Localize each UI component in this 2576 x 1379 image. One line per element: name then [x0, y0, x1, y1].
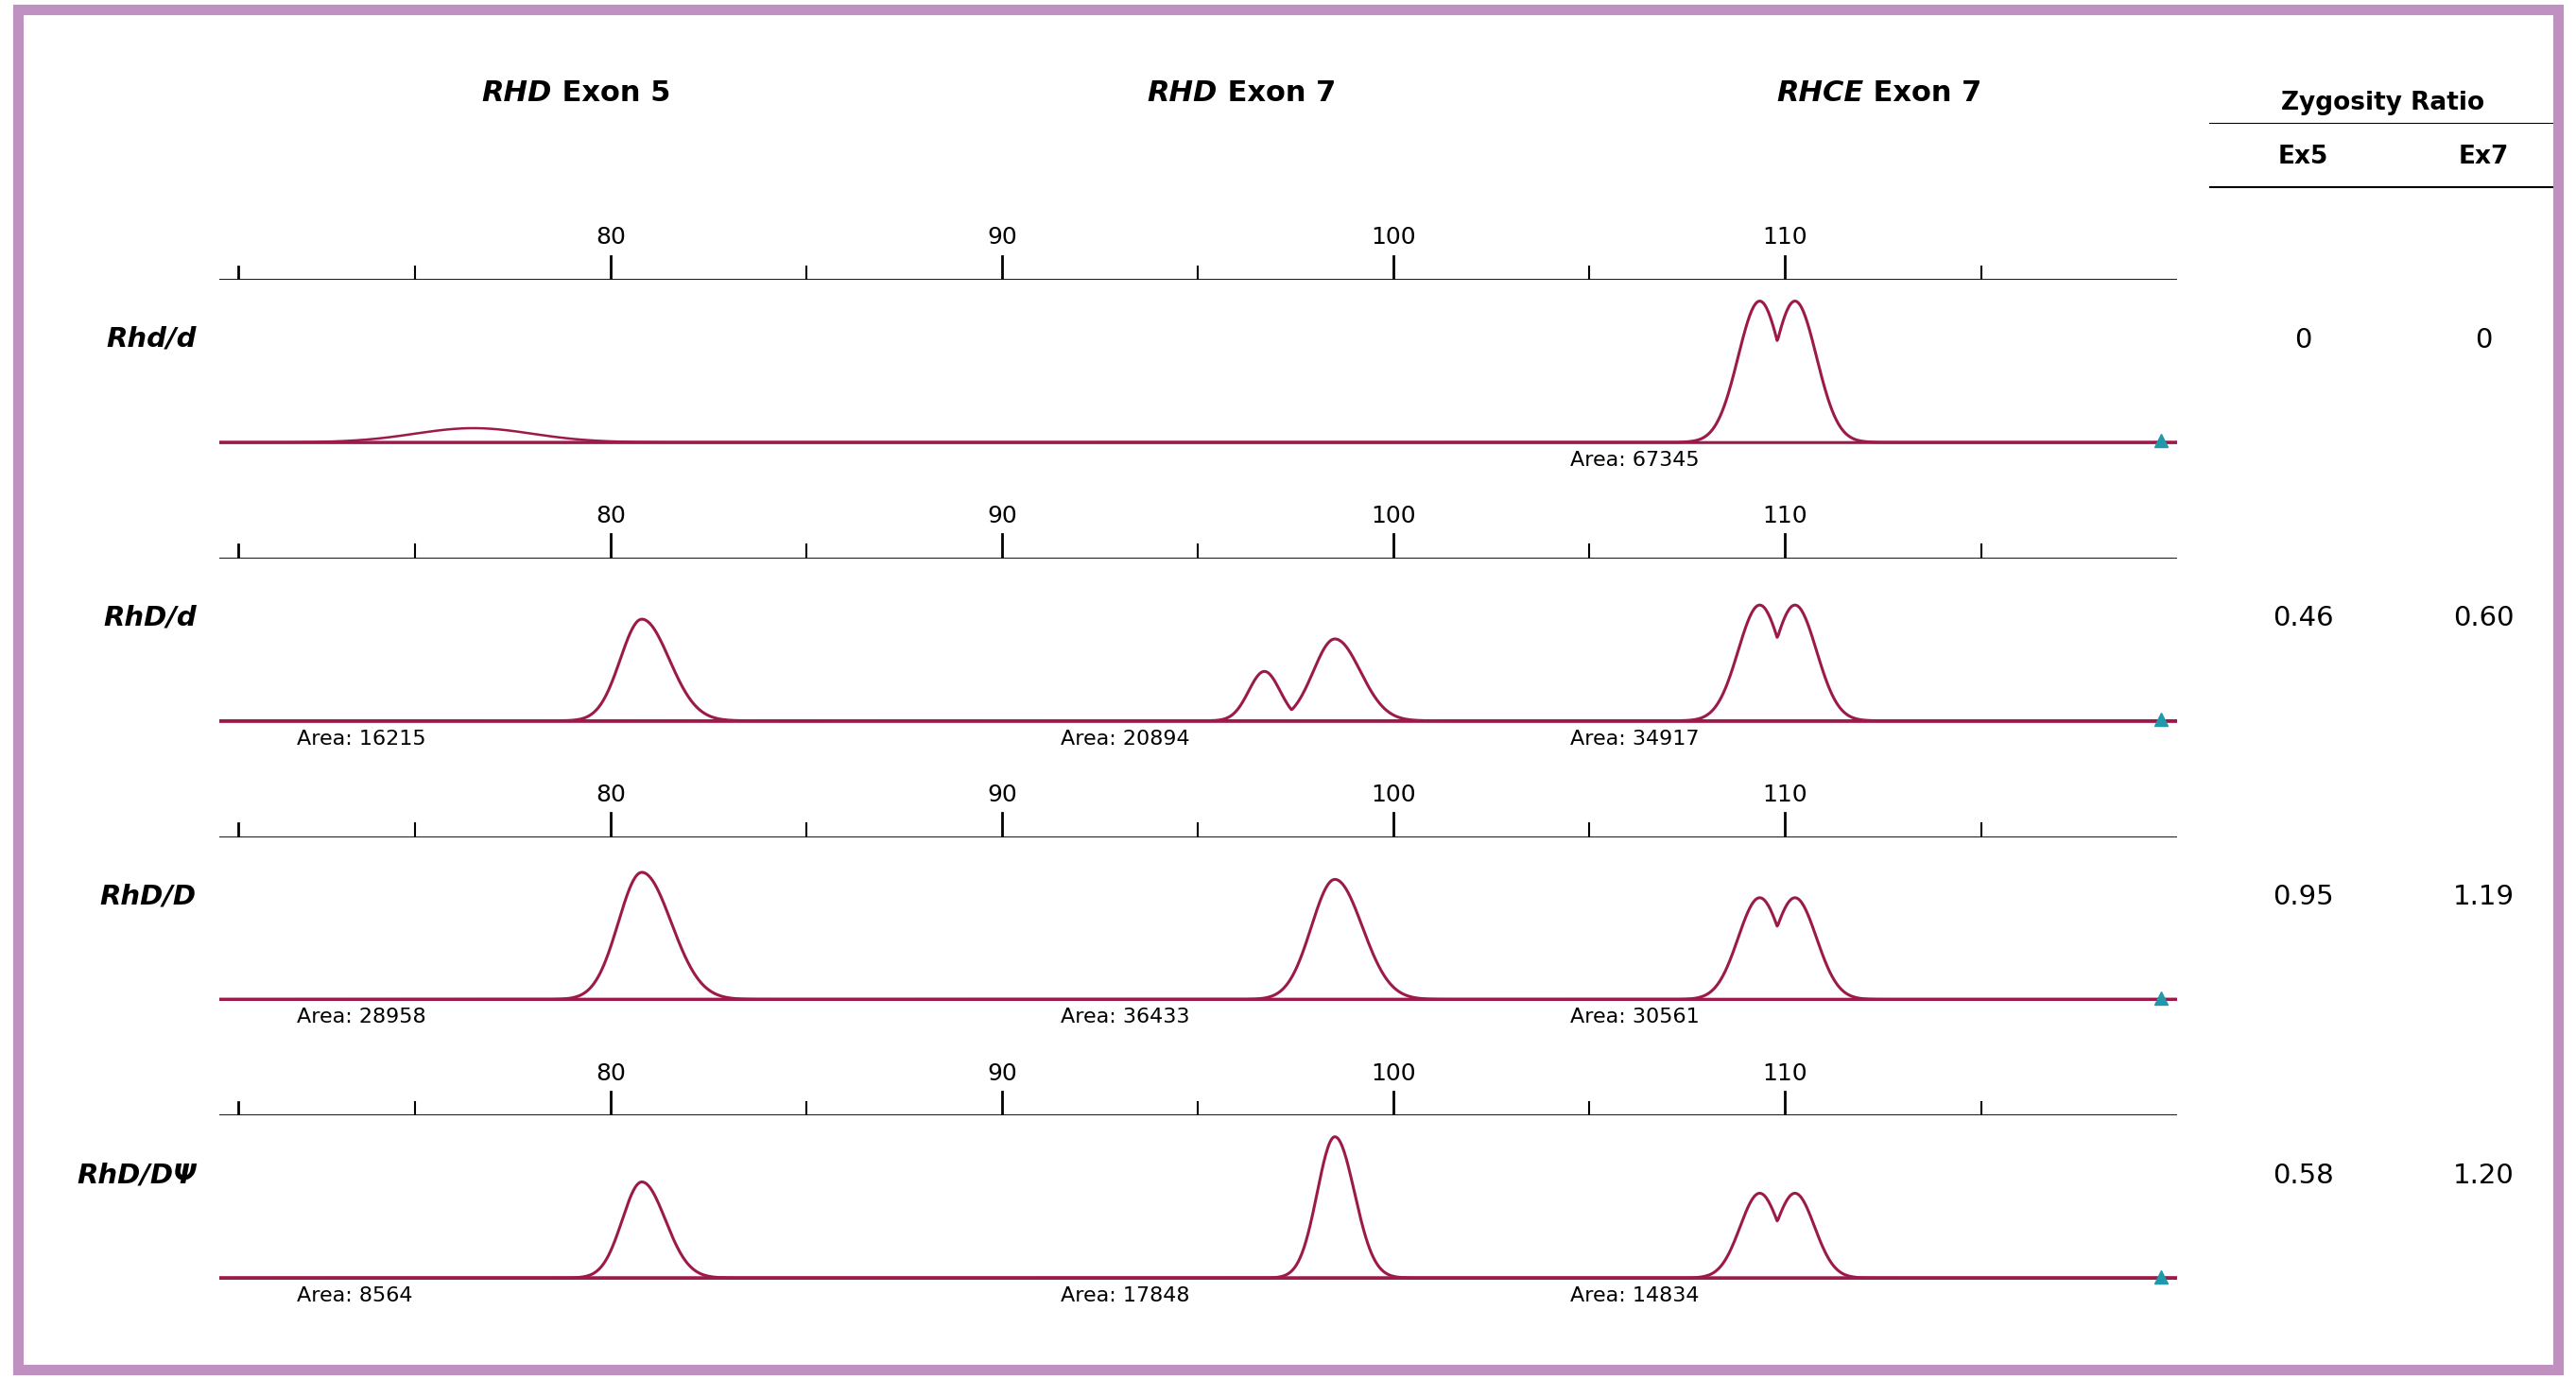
Text: Area: 17848: Area: 17848: [1061, 1287, 1190, 1306]
Text: Area: 14834: Area: 14834: [1569, 1287, 1698, 1306]
Text: 0: 0: [2476, 327, 2494, 353]
Text: 100: 100: [1370, 505, 1417, 528]
Text: Zygosity Ratio: Zygosity Ratio: [2282, 91, 2483, 116]
Text: 0.95: 0.95: [2272, 884, 2334, 910]
Text: 80: 80: [595, 783, 626, 805]
Text: 90: 90: [987, 783, 1018, 805]
Text: RHD: RHD: [1146, 80, 1218, 106]
Text: Area: 34917: Area: 34917: [1569, 729, 1698, 749]
Text: 110: 110: [1762, 226, 1808, 250]
Text: 0.46: 0.46: [2272, 605, 2334, 632]
Text: Ex7: Ex7: [2458, 145, 2509, 168]
Text: 110: 110: [1762, 1062, 1808, 1085]
Text: 1.19: 1.19: [2452, 884, 2514, 910]
Text: Exon 7: Exon 7: [1218, 80, 1337, 106]
Text: Area: 8564: Area: 8564: [296, 1287, 412, 1306]
Text: 100: 100: [1370, 1062, 1417, 1085]
Text: RhD/DΨ: RhD/DΨ: [77, 1161, 196, 1189]
Text: Area: 67345: Area: 67345: [1569, 451, 1700, 470]
Text: 110: 110: [1762, 505, 1808, 528]
Text: RhD/d: RhD/d: [103, 604, 196, 632]
Text: 90: 90: [987, 1062, 1018, 1085]
Text: Area: 36433: Area: 36433: [1061, 1008, 1190, 1027]
Text: Area: 16215: Area: 16215: [296, 729, 428, 749]
Text: 100: 100: [1370, 226, 1417, 250]
Text: 90: 90: [987, 505, 1018, 528]
Text: Ex5: Ex5: [2277, 145, 2329, 168]
Text: 80: 80: [595, 505, 626, 528]
Text: Area: 28958: Area: 28958: [296, 1008, 428, 1027]
Text: 90: 90: [987, 226, 1018, 250]
Text: 1.20: 1.20: [2452, 1162, 2514, 1189]
Text: RhD/D: RhD/D: [100, 883, 196, 910]
Text: RHCE: RHCE: [1777, 80, 1862, 106]
Text: Exon 7: Exon 7: [1862, 80, 1981, 106]
Text: Rhd/d: Rhd/d: [106, 325, 196, 353]
Text: Exon 5: Exon 5: [551, 80, 670, 106]
Text: Area: 20894: Area: 20894: [1061, 729, 1190, 749]
Text: 110: 110: [1762, 783, 1808, 805]
Text: 0.58: 0.58: [2272, 1162, 2334, 1189]
Text: 0.60: 0.60: [2452, 605, 2514, 632]
Text: 80: 80: [595, 226, 626, 250]
Text: 80: 80: [595, 1062, 626, 1085]
Text: Area: 30561: Area: 30561: [1569, 1008, 1700, 1027]
Text: 100: 100: [1370, 783, 1417, 805]
Text: 0: 0: [2295, 327, 2313, 353]
Text: RHD: RHD: [482, 80, 551, 106]
